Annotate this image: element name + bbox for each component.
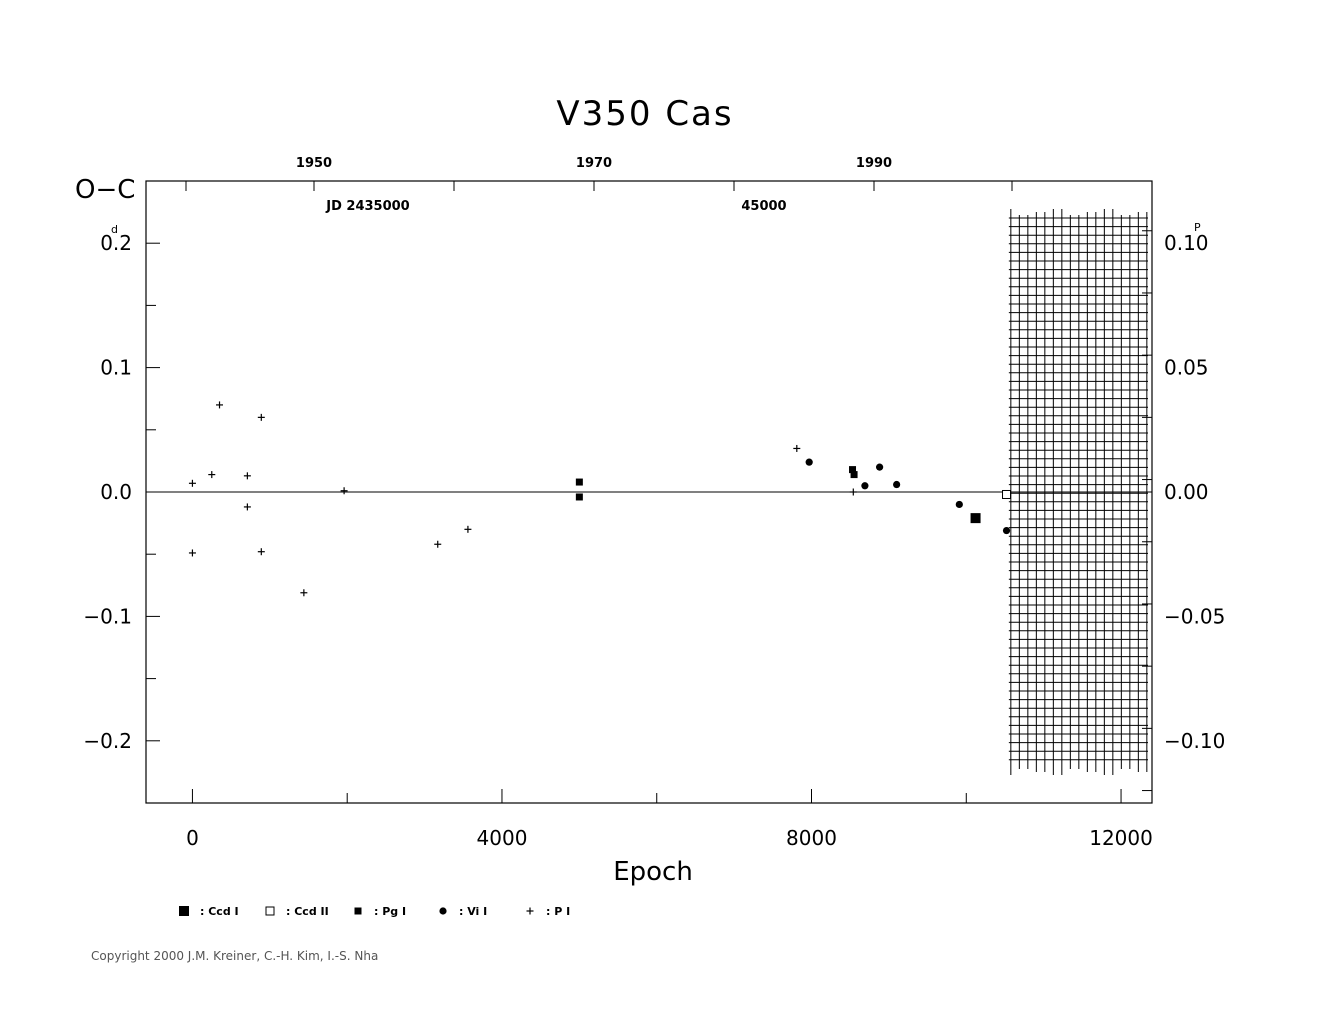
legend-marker: [179, 906, 189, 916]
data-point: [849, 488, 857, 496]
data-point: [893, 480, 901, 489]
data-point: [188, 479, 196, 487]
x-tick-label: 12000: [1089, 826, 1153, 850]
top-year-label: 1950: [296, 156, 332, 171]
data-point: [434, 540, 442, 548]
legend-marker: [439, 907, 447, 915]
top-jd-label: JD 2435000: [325, 199, 409, 214]
data-point: [257, 548, 265, 556]
legend-marker: [265, 906, 275, 916]
legend-label: : Pg I: [374, 905, 406, 918]
data-point: [340, 487, 348, 495]
data-point: [188, 549, 196, 557]
x-tick-label: 0: [186, 826, 199, 850]
x-tick-label: 4000: [477, 826, 528, 850]
copyright-text: Copyright 2000 J.M. Kreiner, C.-H. Kim, …: [91, 949, 378, 963]
left-unit-superscript: d: [111, 223, 118, 236]
data-point: [955, 500, 963, 509]
top-jd-label: 45000: [741, 199, 786, 214]
legend-label: : Ccd II: [286, 905, 329, 918]
y-tick-label: −0.1: [83, 604, 132, 628]
data-point: [216, 401, 224, 409]
legend-label: : Vi I: [459, 905, 487, 918]
data-point: [575, 493, 583, 501]
data-point: [876, 463, 884, 471]
data-point: [793, 444, 801, 452]
legend-marker: [526, 907, 534, 915]
legend-label: : P I: [546, 905, 570, 918]
data-point: [300, 589, 308, 597]
right-unit-superscript: P: [1194, 221, 1201, 234]
data-point: [208, 471, 216, 479]
data-point: [861, 482, 869, 490]
chart-title: V350 Cas: [556, 94, 733, 134]
data-point: [849, 466, 857, 474]
data-point: [464, 525, 472, 533]
right-tick-label: 0.10: [1164, 231, 1209, 255]
data-point: [243, 472, 251, 480]
y-tick-label: 0.1: [100, 356, 132, 380]
x-axis-label: Epoch: [613, 857, 693, 887]
data-point: [257, 413, 265, 421]
y-tick-label: −0.2: [83, 729, 132, 753]
data-point: [243, 503, 251, 511]
data-point: [1002, 526, 1011, 535]
data-point: [575, 478, 583, 486]
legend: : Ccd I : Ccd II : Pg I : Vi I : P I: [179, 905, 570, 918]
data-point: [805, 458, 813, 466]
y-tick-label: 0.0: [100, 480, 132, 504]
right-tick-label: 0.00: [1164, 480, 1209, 504]
x-tick-label: 8000: [786, 826, 837, 850]
right-tick-label: −0.10: [1164, 729, 1225, 753]
legend-marker: [354, 907, 362, 915]
data-point: [970, 513, 981, 524]
y-tick-label: 0.2: [100, 231, 132, 255]
top-year-label: 1970: [576, 156, 612, 171]
right-tick-label: −0.05: [1164, 604, 1225, 628]
legend-label: : Ccd I: [200, 905, 239, 918]
data-point: [1002, 489, 1012, 499]
top-year-label: 1990: [856, 156, 892, 171]
data-point: [850, 471, 858, 479]
y-axis-label: O−C: [75, 175, 135, 205]
right-tick-label: 0.05: [1164, 356, 1209, 380]
